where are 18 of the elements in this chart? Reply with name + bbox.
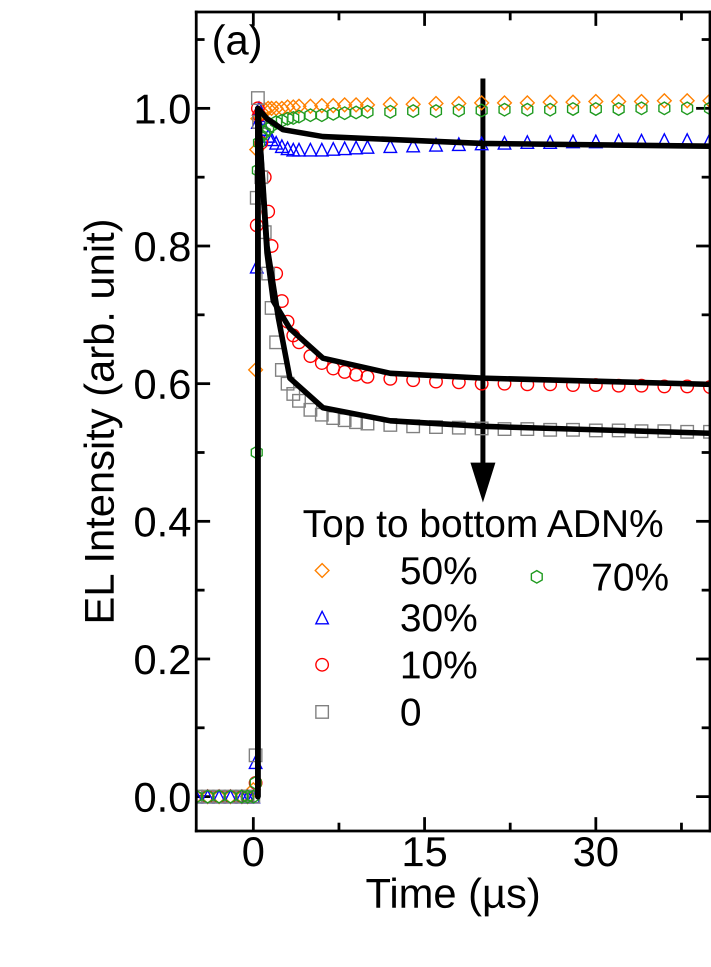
legend-label: 50% [401, 556, 476, 584]
x-axis-title: Time (µs) [366, 878, 538, 916]
y-tick-label: 0.6 [135, 370, 190, 400]
legend-label: 70% [593, 563, 668, 591]
y-tick-label: 0.0 [135, 782, 190, 812]
annotation: (a) [214, 24, 260, 64]
x-tick-label: 15 [404, 837, 446, 867]
y-tick-label: 0.4 [135, 507, 190, 537]
y-tick-label: 0.2 [135, 644, 190, 674]
y-tick-label: 0.8 [135, 232, 190, 262]
legend-title: Top to bottom ADN% [304, 508, 662, 546]
legend-label: 0 [401, 698, 420, 726]
legend-label: 30% [401, 604, 476, 632]
y-tick-label: 1.0 [136, 94, 190, 124]
legend-label: 10% [402, 651, 476, 679]
x-tick-label: 0 [243, 837, 264, 867]
x-tick-label: 30 [574, 837, 618, 867]
y-axis-title: EL Intensity (arb. unit) [84, 221, 122, 622]
